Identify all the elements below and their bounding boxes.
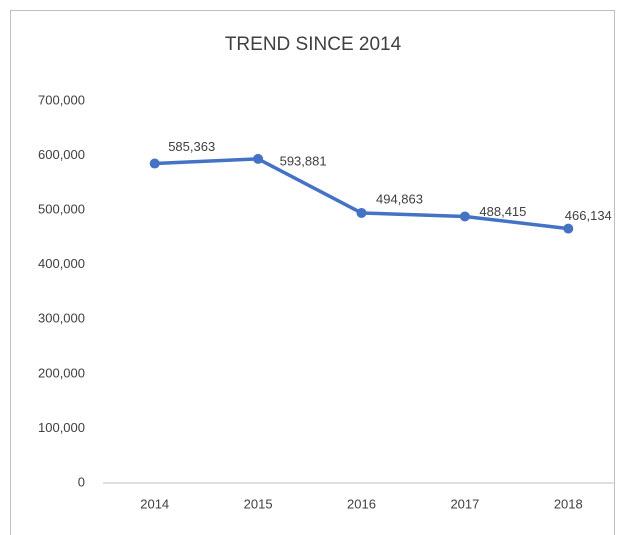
y-tick-label: 600,000 <box>38 147 85 162</box>
data-label: 488,415 <box>479 204 526 219</box>
data-point <box>563 223 574 234</box>
y-tick-label: 700,000 <box>38 92 85 107</box>
y-tick-label: 200,000 <box>38 365 85 380</box>
x-tick-label: 2016 <box>347 496 376 511</box>
x-tick-label: 2015 <box>244 496 273 511</box>
data-label: 466,134 <box>565 208 612 223</box>
y-tick-label: 0 <box>78 474 85 489</box>
x-tick-label: 2018 <box>554 496 583 511</box>
data-label: 494,863 <box>376 191 423 206</box>
data-point <box>149 158 160 169</box>
x-tick-label: 2017 <box>450 496 479 511</box>
data-point <box>459 211 470 222</box>
chart-title: TREND SINCE 2014 <box>225 34 402 55</box>
data-point <box>356 207 367 218</box>
data-point <box>253 153 264 164</box>
x-tick-label: 2014 <box>140 496 169 511</box>
y-tick-label: 500,000 <box>38 202 85 217</box>
y-tick-label: 300,000 <box>38 311 85 326</box>
y-tick-label: 400,000 <box>38 256 85 271</box>
y-tick-label: 100,000 <box>38 420 85 435</box>
chart-frame <box>10 10 615 535</box>
data-label: 593,881 <box>280 153 327 168</box>
data-label: 585,363 <box>168 139 215 154</box>
